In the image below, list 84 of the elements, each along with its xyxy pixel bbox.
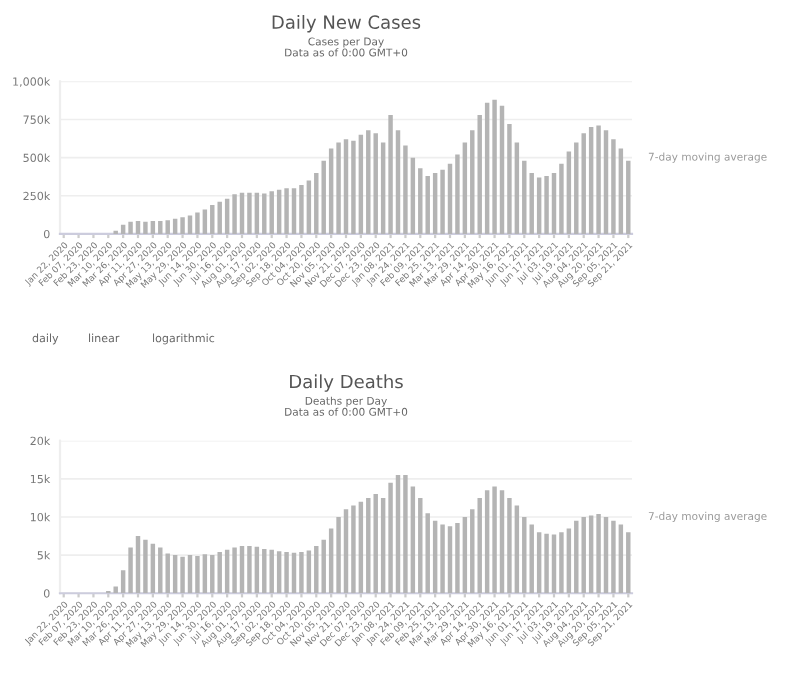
bar — [336, 516, 341, 594]
bar — [128, 221, 133, 234]
bar — [358, 134, 364, 234]
bar — [180, 217, 185, 234]
bar — [499, 105, 505, 234]
bar — [195, 555, 200, 594]
bar — [588, 127, 594, 234]
bar — [366, 130, 371, 234]
bar — [232, 194, 237, 234]
bar — [343, 139, 349, 234]
bar — [440, 524, 445, 594]
bar — [596, 513, 601, 594]
bar — [343, 509, 349, 594]
bar — [403, 475, 408, 594]
bar — [247, 192, 252, 234]
bar — [581, 516, 586, 594]
bar — [611, 520, 616, 594]
bar — [150, 220, 156, 234]
bar — [603, 130, 609, 234]
bar — [217, 201, 222, 234]
bar — [291, 188, 297, 234]
bar — [455, 523, 460, 594]
bar — [158, 547, 163, 594]
bar — [210, 555, 215, 594]
bar — [351, 505, 356, 594]
bar — [395, 475, 401, 594]
bar — [366, 497, 371, 594]
bar — [269, 191, 274, 234]
bar — [135, 220, 141, 234]
bar — [596, 125, 601, 234]
bar — [269, 549, 274, 594]
bar — [284, 188, 289, 234]
bar — [492, 99, 497, 234]
bar — [299, 185, 304, 234]
bar — [529, 524, 534, 594]
bar — [566, 528, 572, 594]
bar — [276, 551, 282, 594]
bar — [336, 142, 341, 234]
bar — [388, 114, 393, 234]
chart-title: Daily New Cases — [272, 14, 421, 33]
bar — [447, 526, 453, 594]
bar — [158, 220, 163, 234]
bar — [536, 532, 542, 594]
bar — [165, 553, 170, 594]
bar — [484, 490, 490, 594]
bar — [143, 539, 148, 594]
bar — [143, 221, 148, 234]
bar — [499, 490, 505, 594]
bar — [284, 552, 289, 594]
bar — [626, 532, 631, 594]
bar — [484, 102, 490, 234]
chart-title: Daily Deaths — [290, 374, 403, 392]
bar — [432, 172, 438, 234]
bar — [477, 497, 482, 594]
bar — [262, 193, 267, 234]
bar — [232, 547, 237, 594]
bar — [544, 175, 549, 234]
bar — [574, 520, 579, 594]
bar — [210, 204, 215, 234]
bar — [314, 545, 319, 594]
bar — [202, 554, 208, 594]
bar — [373, 133, 378, 234]
bar — [180, 556, 185, 594]
bar — [373, 494, 378, 594]
bar — [559, 532, 564, 594]
bar — [507, 497, 512, 594]
bar — [224, 198, 230, 234]
bar — [536, 177, 542, 234]
bar — [195, 212, 200, 234]
bar — [588, 515, 594, 594]
bar — [217, 552, 222, 594]
bar — [425, 175, 430, 234]
bar — [440, 169, 445, 234]
bar — [247, 545, 252, 594]
bar — [351, 140, 356, 234]
bar — [492, 486, 497, 594]
bar — [328, 148, 334, 234]
bar — [581, 133, 586, 234]
bar — [544, 533, 549, 594]
bar — [262, 549, 267, 594]
bar — [551, 172, 557, 234]
bar — [165, 220, 170, 234]
bar — [299, 552, 304, 594]
bar — [388, 482, 393, 594]
